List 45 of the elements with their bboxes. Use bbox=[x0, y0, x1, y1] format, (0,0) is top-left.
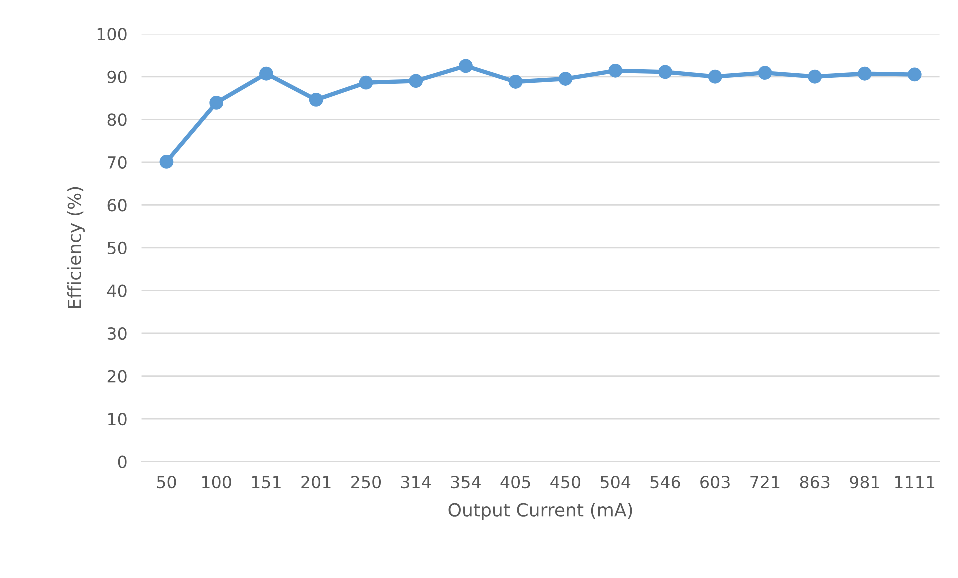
y-tick-label: 50 bbox=[108, 242, 127, 255]
x-tick-label: 504 bbox=[600, 476, 631, 489]
point bbox=[210, 96, 224, 110]
y-tick-label: 30 bbox=[108, 327, 127, 340]
point bbox=[708, 70, 722, 84]
point bbox=[359, 76, 374, 90]
point bbox=[409, 74, 424, 88]
point bbox=[608, 64, 623, 78]
y-tick-label: 80 bbox=[108, 114, 127, 126]
point bbox=[658, 65, 672, 80]
x-tick-label: 354 bbox=[451, 476, 481, 489]
x-tick-label: 721 bbox=[750, 476, 780, 488]
y-tick-label: 100 bbox=[98, 28, 127, 41]
x-tick-label: 405 bbox=[500, 476, 530, 489]
x-tick-label: 863 bbox=[800, 476, 830, 489]
point bbox=[309, 93, 324, 107]
y-axis-title: Efficiency (%) bbox=[67, 187, 85, 308]
x-tick-label: 450 bbox=[550, 476, 581, 489]
y-tick-label: 60 bbox=[108, 199, 127, 212]
point bbox=[558, 72, 573, 86]
x-tick-label: 100 bbox=[202, 476, 232, 489]
x-tick-label: 1111 bbox=[895, 476, 935, 488]
x-axis-title: Output Current (mA) bbox=[448, 502, 632, 520]
y-tick-label: 20 bbox=[108, 370, 127, 383]
point bbox=[160, 155, 174, 169]
y-tick-label: 40 bbox=[108, 284, 127, 298]
y-tick-label: 0 bbox=[118, 456, 127, 468]
point bbox=[260, 66, 274, 81]
x-tick-label: 603 bbox=[700, 476, 730, 489]
x-tick-label: 314 bbox=[401, 476, 432, 489]
y-tick-label: 10 bbox=[108, 413, 127, 426]
x-tick-label: 50 bbox=[157, 476, 176, 489]
point bbox=[858, 66, 872, 81]
point bbox=[758, 66, 772, 80]
x-tick-label: 546 bbox=[650, 476, 680, 489]
x-tick-label: 981 bbox=[850, 476, 880, 489]
y-tick-label: 90 bbox=[108, 70, 127, 84]
x-tick-label: 201 bbox=[302, 476, 331, 489]
x-tick-label: 151 bbox=[252, 476, 281, 489]
y-tick-label: 70 bbox=[108, 156, 127, 169]
point bbox=[508, 75, 523, 89]
point bbox=[459, 59, 473, 74]
x-tick-label: 250 bbox=[352, 476, 382, 489]
point bbox=[908, 68, 922, 82]
point bbox=[808, 70, 822, 84]
